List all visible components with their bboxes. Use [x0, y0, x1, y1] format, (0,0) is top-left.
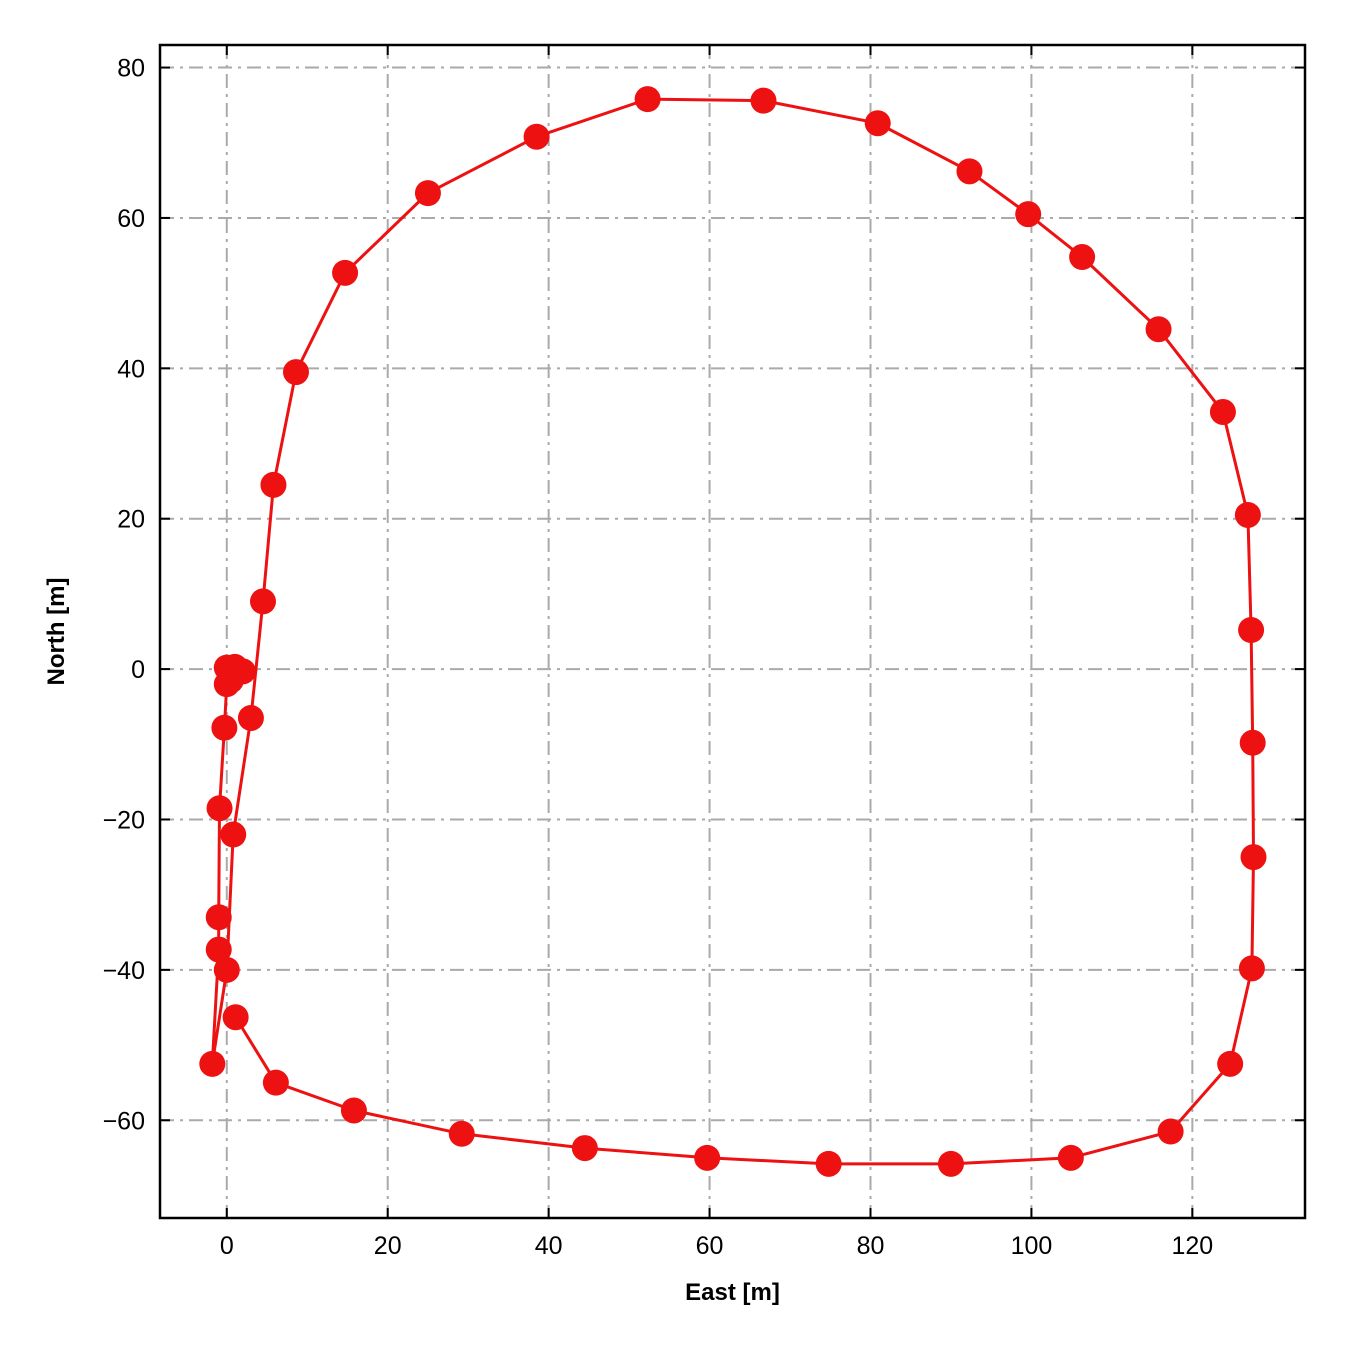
data-point	[282, 359, 309, 386]
data-point	[1239, 729, 1266, 756]
y-tick-label: 20	[117, 506, 145, 534]
data-point	[414, 180, 441, 207]
x-tick-label: 80	[857, 1232, 885, 1260]
data-point	[634, 86, 661, 113]
data-point	[523, 123, 550, 150]
data-point	[1069, 244, 1096, 271]
data-point	[205, 904, 232, 931]
y-tick-label: −60	[103, 1107, 145, 1135]
data-point	[260, 471, 287, 498]
data-point	[1209, 398, 1236, 425]
x-tick-label: 0	[220, 1232, 234, 1260]
data-point	[262, 1069, 289, 1096]
data-point	[448, 1120, 475, 1147]
data-point	[864, 110, 891, 137]
y-tick-label: −40	[103, 957, 145, 985]
y-axis-label: North [m]	[43, 578, 70, 686]
y-tick-label: 0	[131, 656, 145, 684]
x-tick-label: 120	[1171, 1232, 1213, 1260]
data-point	[1057, 1144, 1084, 1171]
data-point	[220, 821, 247, 848]
y-tick-label: 80	[117, 55, 145, 83]
data-point	[205, 936, 232, 963]
data-point	[206, 795, 233, 822]
data-point	[956, 158, 983, 185]
data-point	[1238, 616, 1265, 643]
data-point	[1157, 1118, 1184, 1145]
y-tick-label: 40	[117, 355, 145, 383]
grid	[160, 45, 1305, 1218]
data-point	[1234, 501, 1261, 528]
data-point	[937, 1150, 964, 1177]
data-point	[1217, 1050, 1244, 1077]
x-tick-label: 60	[696, 1232, 724, 1260]
data-point	[1015, 201, 1042, 228]
data-point	[571, 1135, 598, 1162]
series-layer	[199, 86, 1267, 1177]
data-point	[237, 704, 264, 731]
data-point	[1145, 316, 1172, 343]
data-point	[694, 1144, 721, 1171]
data-point	[340, 1097, 367, 1124]
data-point	[222, 1004, 249, 1031]
x-tick-label: 40	[535, 1232, 563, 1260]
data-point	[332, 259, 359, 286]
y-tick-label: 60	[117, 205, 145, 233]
data-point	[750, 87, 777, 114]
data-point	[1240, 844, 1267, 871]
x-tick-label: 100	[1011, 1232, 1053, 1260]
ticks: 0 20 40 60 80 100 120 −60 −40 −20 0 20 40 60 80	[103, 45, 1305, 1260]
data-point	[213, 671, 240, 698]
x-tick-label: 20	[374, 1232, 402, 1260]
y-tick-label: −20	[103, 806, 145, 834]
data-point	[211, 714, 238, 741]
data-point	[249, 588, 276, 615]
x-axis-label: East [m]	[685, 1279, 780, 1306]
plot-frame	[158, 43, 1307, 1220]
data-point	[213, 956, 240, 983]
data-point	[815, 1150, 842, 1177]
data-point	[1238, 955, 1265, 982]
data-point	[199, 1050, 226, 1077]
